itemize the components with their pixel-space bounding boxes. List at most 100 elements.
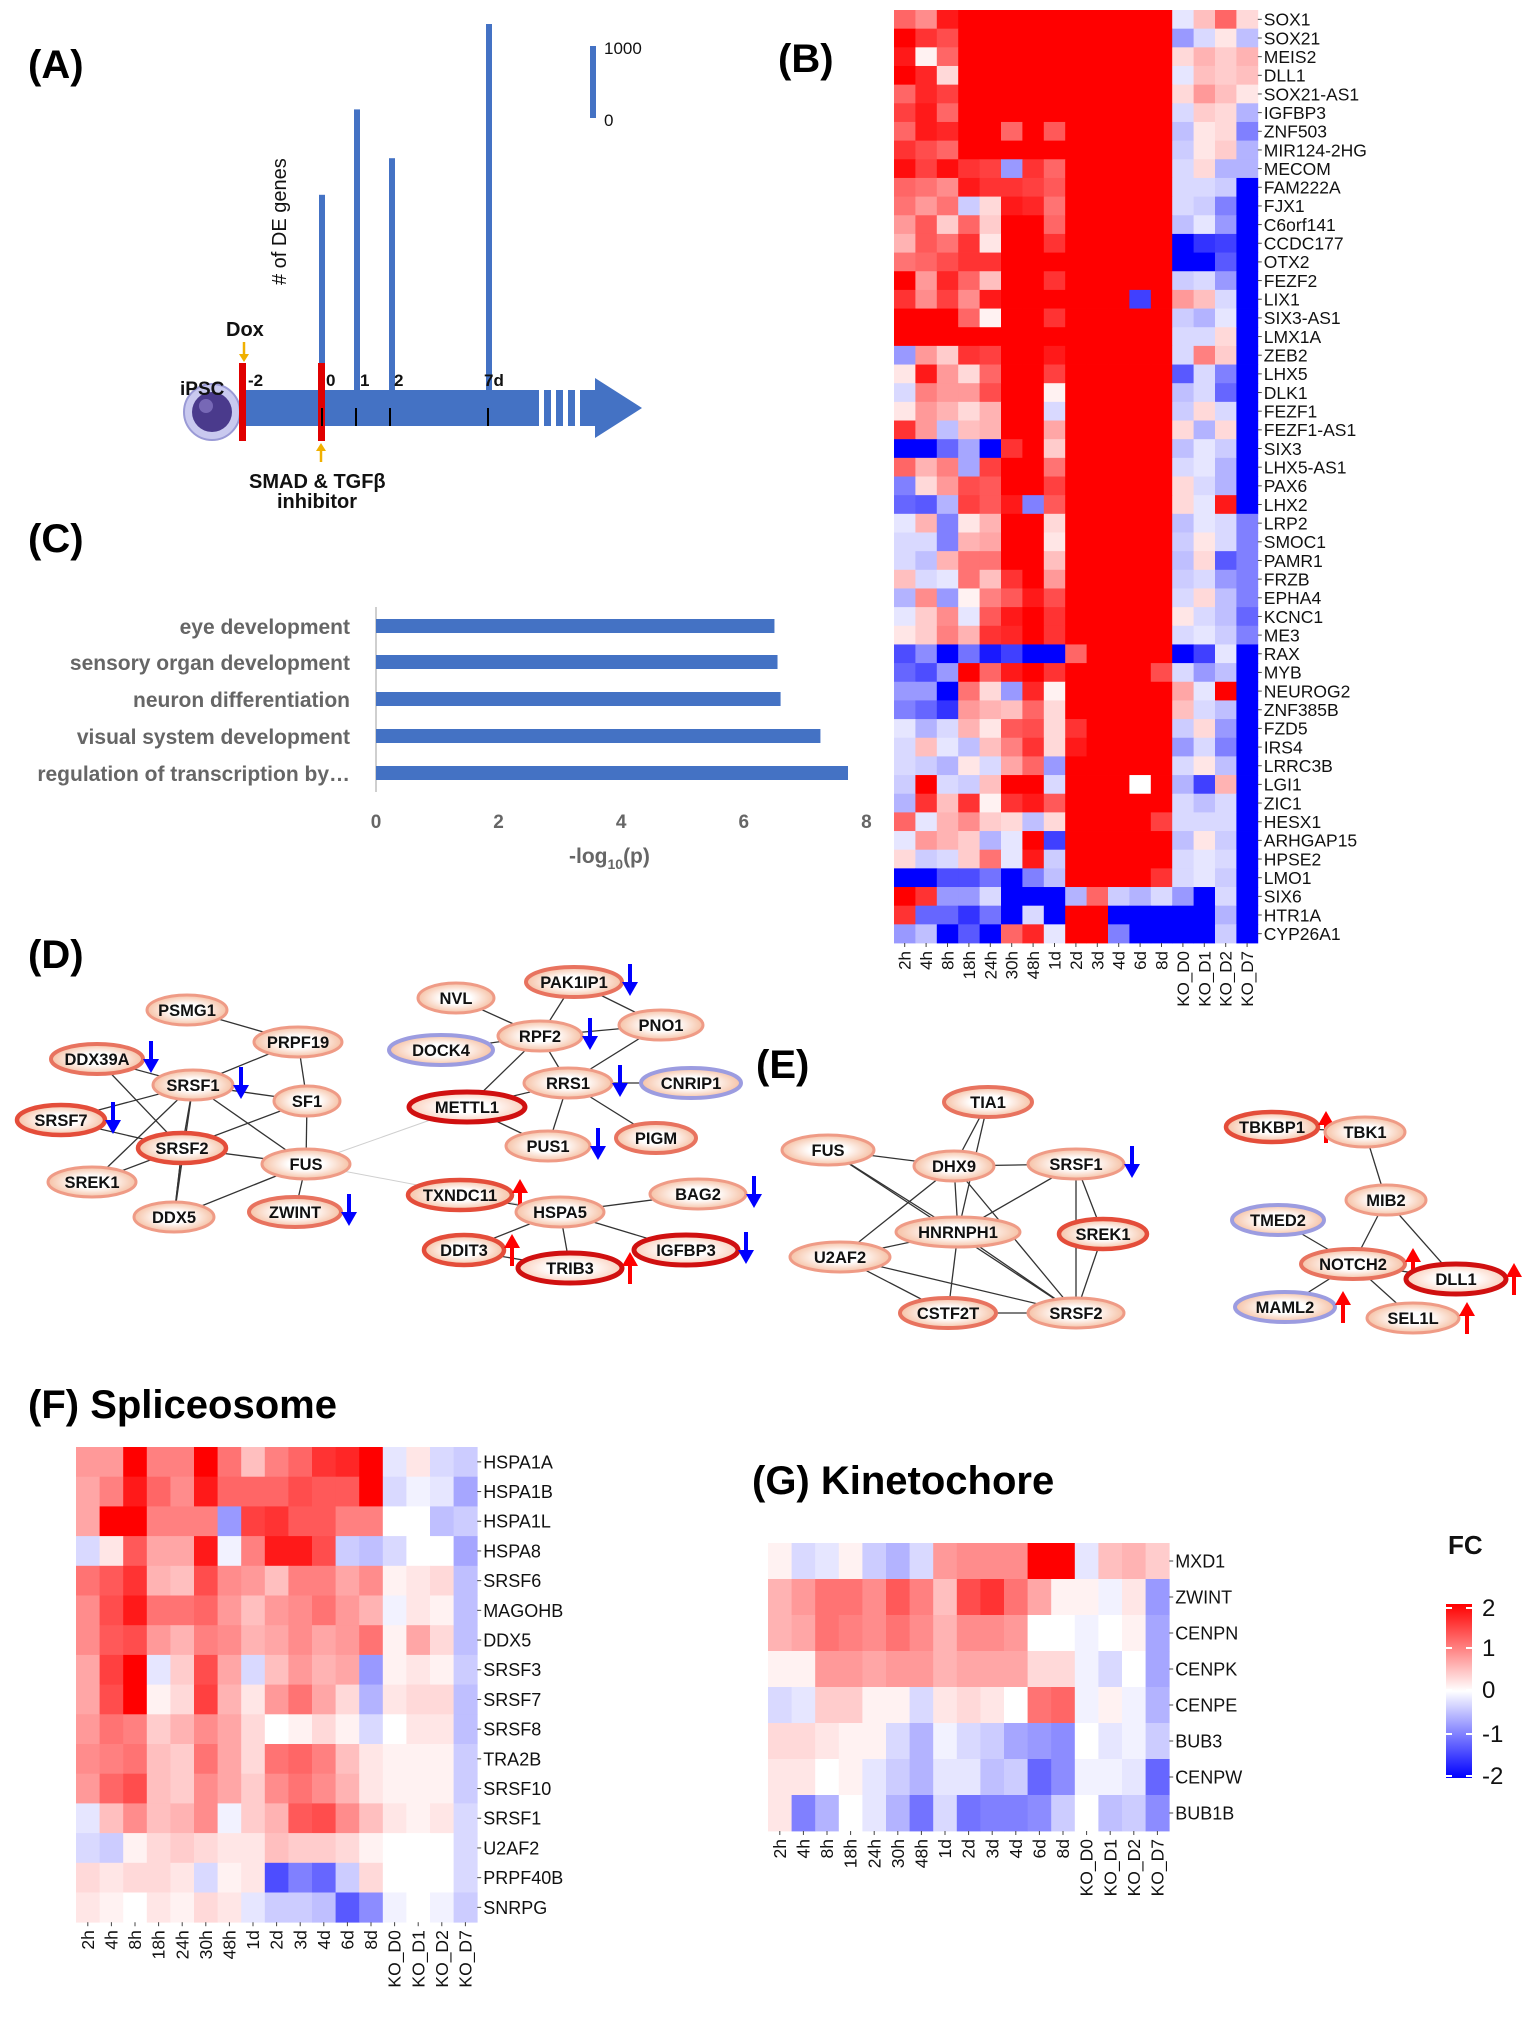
heatmap-cell <box>76 1892 100 1923</box>
heatmap-cell <box>1022 383 1045 403</box>
timeline-gap-segment <box>568 390 575 426</box>
gene-node-shape <box>617 1008 705 1042</box>
heatmap-cell <box>936 177 959 197</box>
heatmap-cell <box>979 793 1002 813</box>
heatmap-cell <box>1065 476 1087 496</box>
heatmap-cell <box>1022 177 1045 197</box>
gene-node: SEL1L <box>1365 1301 1475 1335</box>
heatmap-cell <box>1086 439 1109 459</box>
gene-node-label: NOTCH2 <box>1319 1256 1387 1274</box>
row-label: BUB3 <box>1175 1731 1222 1751</box>
heatmap-cell <box>979 719 1002 739</box>
heatmap-cell <box>1086 103 1109 123</box>
heatmap-cell <box>958 625 980 645</box>
heatmap-cell <box>1172 47 1194 67</box>
gene-node: ZWINT <box>247 1194 357 1229</box>
heatmap-cell <box>1086 177 1109 197</box>
heatmap-cell <box>1108 532 1130 552</box>
heatmap-cell <box>1236 905 1259 925</box>
heatmap-cell <box>170 1684 195 1715</box>
heatmap-cell <box>194 1684 218 1715</box>
row-label: SIX3-AS1 <box>1264 308 1341 328</box>
heatmap-cell <box>1108 383 1130 403</box>
heatmap-cell <box>1122 1723 1146 1760</box>
heatmap-cell <box>382 1684 407 1715</box>
de-genes-bar <box>354 109 360 391</box>
heatmap-cell <box>1172 401 1194 421</box>
gene-node-shape <box>514 1195 606 1229</box>
go-term-bar <box>376 766 849 780</box>
heatmap-cell <box>241 1654 266 1685</box>
column-label: 30h <box>888 1839 908 1868</box>
heatmap-cell <box>915 756 938 776</box>
heatmap-cell <box>1086 159 1109 179</box>
heatmap-cell <box>1001 775 1023 795</box>
heatmap-cell <box>1172 252 1194 272</box>
column-label: 8d <box>1053 1839 1073 1858</box>
heatmap-cell <box>915 868 938 888</box>
gene-node-shape <box>387 1033 495 1067</box>
heatmap-cell <box>1215 65 1237 86</box>
heatmap-cell <box>1172 849 1194 869</box>
heatmap-cell <box>979 756 1002 776</box>
heatmap-cell <box>958 457 980 477</box>
heatmap-cell <box>170 1447 195 1478</box>
heatmap-cell <box>1043 849 1066 869</box>
row-label: MIR124-2HG <box>1264 140 1367 160</box>
heatmap-cell <box>838 1651 863 1688</box>
heatmap-cell <box>958 812 980 832</box>
heatmap-cell <box>1129 681 1152 701</box>
heatmap-cell <box>1193 476 1216 496</box>
gene-node: DOCK4 <box>387 1033 495 1067</box>
heatmap-cell <box>217 1625 242 1656</box>
row-label: ZWINT <box>1175 1587 1232 1607</box>
heatmap-cell <box>936 719 959 739</box>
arrow-head <box>341 1212 357 1226</box>
row-label: FEZF1-AS1 <box>1264 420 1356 440</box>
heatmap-cell <box>915 159 938 179</box>
heatmap-cell <box>936 495 959 515</box>
heatmap-cell <box>264 1654 289 1685</box>
heatmap-cell <box>1215 28 1237 48</box>
heatmap-cell <box>1108 737 1130 757</box>
heatmap-cell <box>791 1615 816 1652</box>
heatmap-cell <box>980 1651 1005 1688</box>
timeline-tick-label: -2 <box>248 371 263 390</box>
heatmap-cell <box>1043 84 1066 104</box>
gene-node: DDX5 <box>132 1200 216 1234</box>
heatmap-cell <box>1172 420 1194 440</box>
row-label: OTX2 <box>1264 252 1310 272</box>
heatmap-cell <box>915 308 938 328</box>
scale-bar <box>590 46 596 118</box>
heatmap-cell <box>312 1684 336 1715</box>
heatmap-cell <box>979 457 1002 477</box>
heatmap-cell <box>1150 868 1173 888</box>
heatmap-cell <box>1215 849 1237 869</box>
heatmap-cell <box>894 252 916 272</box>
heatmap-cell <box>241 1595 266 1626</box>
heatmap-cell <box>1043 252 1066 272</box>
go-term-bar <box>376 692 781 706</box>
gene-node: NVL <box>416 981 496 1015</box>
row-label: SRSF8 <box>483 1720 541 1740</box>
heatmap-cell <box>979 551 1002 571</box>
heatmap-cell <box>1122 1651 1146 1688</box>
x-tick-label: 4 <box>616 812 627 833</box>
x-tick-label: 0 <box>371 812 382 833</box>
heatmap-cell <box>1215 47 1237 67</box>
heatmap-cell <box>979 439 1002 459</box>
column-label: 2h <box>770 1839 790 1858</box>
heatmap-cell <box>1043 457 1066 477</box>
heatmap-cell <box>915 420 938 440</box>
heatmap-cell <box>217 1714 242 1745</box>
heatmap-cell <box>1108 905 1130 925</box>
heatmap-cell <box>894 719 916 739</box>
heatmap-cell <box>359 1595 384 1626</box>
heatmap-cell <box>1108 28 1130 48</box>
heatmap-cell <box>264 1803 289 1834</box>
heatmap-cell <box>1065 700 1087 720</box>
heatmap-cell <box>1193 681 1216 701</box>
row-label: CCDC177 <box>1264 234 1344 254</box>
heatmap-cell <box>1150 551 1173 571</box>
gene-node-label: DOCK4 <box>412 1042 471 1060</box>
